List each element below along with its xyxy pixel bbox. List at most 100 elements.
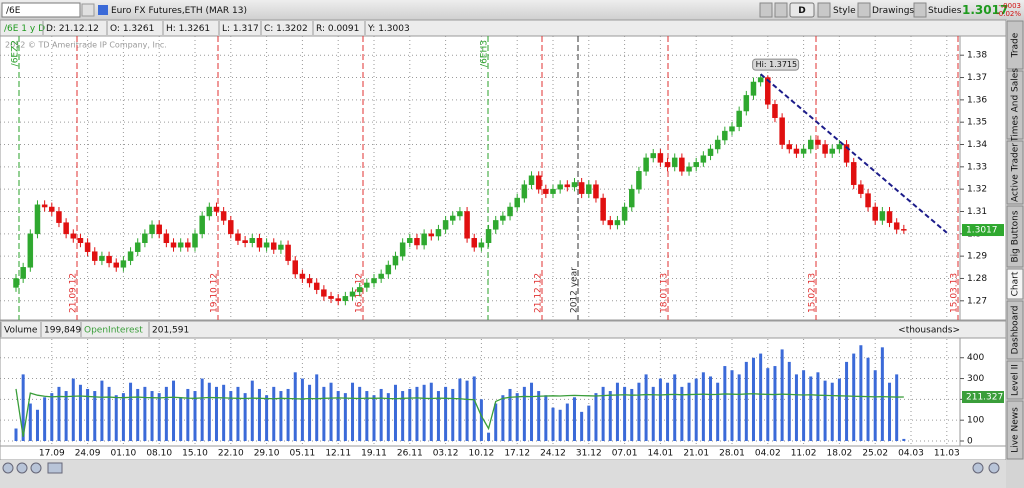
y-tick-label: 400 bbox=[967, 353, 984, 363]
drawings-icon[interactable] bbox=[857, 2, 871, 18]
volume-header-item: Volume bbox=[4, 326, 38, 336]
studies-button[interactable]: Studies bbox=[928, 6, 962, 16]
candle-body bbox=[177, 242, 184, 248]
volume-bar bbox=[71, 378, 75, 441]
y-tick-label: 1.33 bbox=[967, 162, 987, 172]
volume-bar bbox=[823, 380, 827, 441]
candle-body bbox=[170, 242, 177, 248]
volume-bar bbox=[336, 391, 340, 441]
candle-body bbox=[478, 242, 485, 248]
chart-label: /6E 1 y D bbox=[4, 24, 45, 34]
x-tick-label: 31.12 bbox=[576, 449, 602, 459]
candle-body bbox=[385, 264, 392, 275]
side-tab-label[interactable]: Chart bbox=[1011, 271, 1021, 296]
volume-bar bbox=[809, 376, 813, 441]
candle-body bbox=[643, 157, 649, 172]
candle-body bbox=[349, 291, 356, 297]
side-tab[interactable] bbox=[1006, 205, 1024, 268]
x-tick-label: 07.01 bbox=[612, 449, 638, 459]
side-tab-label[interactable]: Live News bbox=[1011, 407, 1021, 453]
tool-icon[interactable] bbox=[759, 2, 773, 18]
candle-body bbox=[99, 255, 105, 261]
candle-body bbox=[793, 148, 800, 154]
volume-bar bbox=[551, 407, 555, 441]
side-tab-label[interactable]: Times And Sales bbox=[1011, 68, 1021, 143]
candle-body bbox=[865, 193, 871, 208]
volume-bar bbox=[895, 374, 899, 441]
candle-body bbox=[13, 278, 19, 288]
side-tab-label[interactable]: Dashboard bbox=[1011, 306, 1021, 355]
symbol-input[interactable] bbox=[1, 2, 81, 18]
candle-body bbox=[578, 182, 585, 194]
volume-bar bbox=[479, 399, 483, 441]
aggregation-button[interactable] bbox=[789, 2, 815, 18]
side-tab[interactable] bbox=[1006, 300, 1024, 360]
volume-header-item: 199,849 bbox=[44, 326, 81, 336]
candle-body bbox=[70, 233, 77, 239]
candle-body bbox=[292, 260, 298, 275]
volume-bar bbox=[522, 386, 526, 441]
candle-body bbox=[829, 148, 835, 154]
pan-button[interactable] bbox=[47, 462, 63, 474]
volume-bar bbox=[866, 357, 870, 441]
candle-body bbox=[586, 184, 592, 194]
volume-bar bbox=[222, 384, 226, 441]
side-tab-label[interactable]: Active Trader bbox=[1011, 143, 1021, 202]
x-tick-label: 11.02 bbox=[791, 449, 817, 459]
x-tick-label: 29.10 bbox=[254, 449, 280, 459]
candle-body bbox=[550, 188, 556, 194]
candle-body bbox=[815, 139, 821, 145]
side-tab-label[interactable]: Level II bbox=[1011, 364, 1021, 396]
volume-bar bbox=[723, 366, 727, 441]
price-tag-label: 1.3017 bbox=[966, 226, 998, 236]
tool-icon[interactable] bbox=[774, 2, 788, 18]
volume-bar bbox=[837, 378, 841, 441]
volume-bar bbox=[279, 391, 283, 441]
x-tick-label: 03.12 bbox=[433, 449, 459, 459]
candle-body bbox=[772, 104, 778, 118]
volume-bar bbox=[415, 386, 419, 441]
volume-bar bbox=[408, 388, 412, 441]
x-tick-label: 24.09 bbox=[75, 449, 101, 459]
y-tick-label: 300 bbox=[967, 374, 984, 384]
studies-icon[interactable] bbox=[913, 2, 927, 18]
side-tab-label[interactable]: Trade bbox=[1011, 32, 1021, 58]
candle-body bbox=[858, 184, 864, 194]
symbol-text[interactable]: /6E bbox=[6, 6, 21, 16]
candle-body bbox=[442, 220, 449, 230]
side-tab[interactable] bbox=[1006, 20, 1024, 70]
volume-bar bbox=[243, 393, 247, 441]
event-label: 15.02.13 bbox=[808, 273, 818, 313]
info-item: Y: 1.3003 bbox=[367, 24, 410, 34]
style-button[interactable]: Style bbox=[833, 6, 856, 16]
side-tab-label[interactable]: Big Buttons bbox=[1011, 210, 1021, 262]
candle-body bbox=[779, 117, 785, 145]
volume-bar bbox=[508, 388, 512, 441]
zoom-out-button[interactable] bbox=[2, 462, 14, 474]
volume-bar bbox=[157, 393, 161, 441]
y-tick-label: 0 bbox=[967, 437, 973, 447]
dropdown-button[interactable] bbox=[81, 3, 95, 17]
aggregation-label[interactable]: D bbox=[798, 6, 805, 16]
zoom-button[interactable] bbox=[988, 462, 1000, 474]
side-tab[interactable] bbox=[1006, 140, 1024, 205]
candle-body bbox=[206, 206, 213, 217]
zoom-button[interactable] bbox=[972, 462, 984, 474]
volume-bar bbox=[880, 347, 884, 441]
volume-bar bbox=[623, 386, 627, 441]
candle-body bbox=[313, 282, 320, 290]
y-tick-label: 1.34 bbox=[967, 140, 987, 150]
side-tab[interactable] bbox=[1006, 400, 1024, 460]
candle-body bbox=[263, 242, 270, 248]
drawings-button[interactable]: Drawings bbox=[872, 6, 914, 16]
candle-body bbox=[607, 220, 614, 226]
candle-body bbox=[399, 242, 406, 257]
volume-bar bbox=[86, 388, 90, 441]
side-tab[interactable] bbox=[1006, 70, 1024, 140]
side-tab[interactable] bbox=[1006, 360, 1024, 400]
zoom-in-button[interactable] bbox=[16, 462, 28, 474]
candle-body bbox=[500, 215, 506, 221]
style-icon[interactable] bbox=[817, 2, 831, 18]
zoom-reset-button[interactable] bbox=[30, 462, 42, 474]
side-tab[interactable] bbox=[1006, 268, 1024, 300]
